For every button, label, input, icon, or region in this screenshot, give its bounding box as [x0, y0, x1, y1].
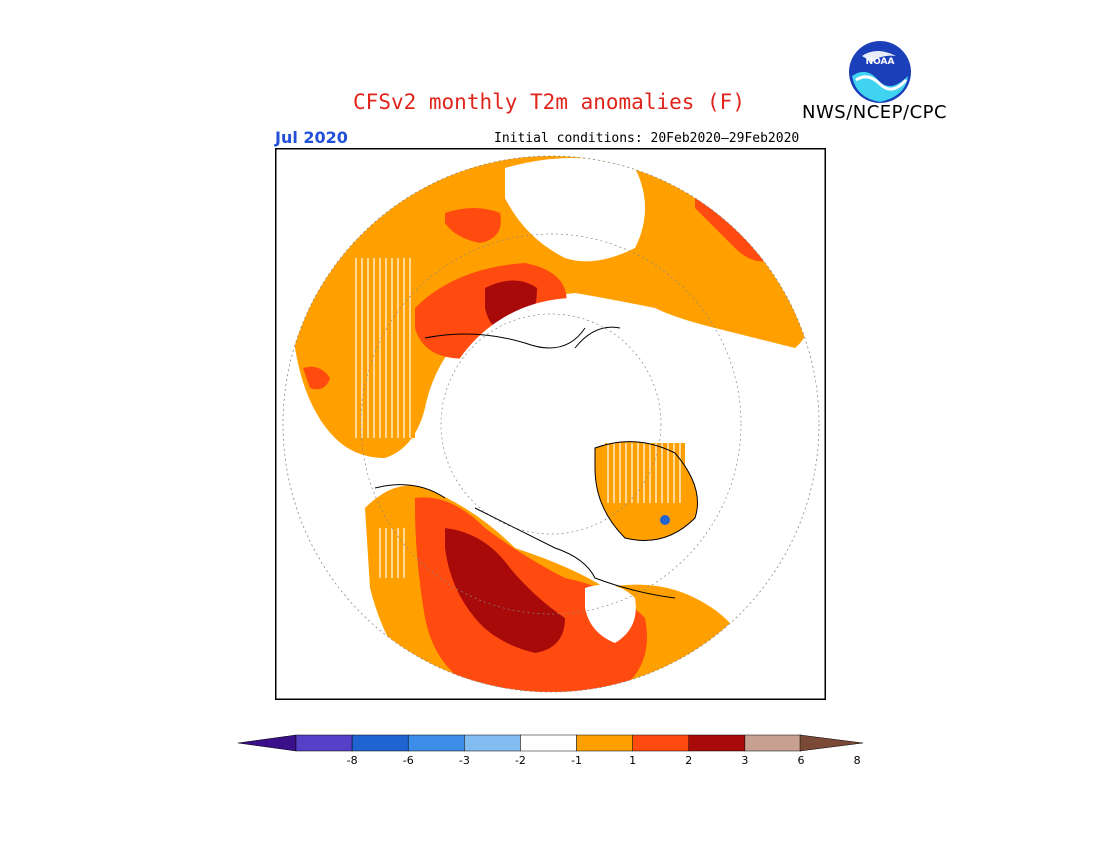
- map-title: CFSv2 monthly T2m anomalies (F): [353, 90, 745, 114]
- forecast-month: Jul 2020: [275, 128, 348, 147]
- legend-swatch: [407, 734, 465, 752]
- legend-tick-label: -8: [346, 754, 358, 767]
- agency-label: NWS/NCEP/CPC: [802, 102, 948, 123]
- coastline-north-america: [374, 484, 676, 599]
- polar-anomaly-map: [275, 148, 826, 700]
- anomaly-region-north-america-darkred: [445, 528, 565, 653]
- map-frame: [275, 148, 826, 700]
- hudson-bay-neutral: [585, 584, 636, 643]
- latitude-circle-75n: [440, 313, 662, 535]
- legend-tick-label: -1: [571, 754, 583, 767]
- legend-arrow-high: [799, 734, 863, 752]
- legend-swatch: [744, 734, 802, 752]
- legend-swatch: [351, 734, 409, 752]
- uncertain-hatch-greenland: [605, 443, 685, 503]
- legend-tick-label: 1: [629, 754, 637, 767]
- legend-tick-label: 2: [685, 754, 693, 767]
- anomaly-region-asia-white: [505, 158, 645, 262]
- latitude-circle-60n: [360, 233, 742, 615]
- legend-swatch: [576, 734, 633, 752]
- legend-swatch: [520, 734, 577, 752]
- legend-tick-label: 6: [797, 754, 805, 767]
- cold-anomaly-spot: [660, 515, 670, 525]
- legend-swatch: [464, 734, 521, 752]
- coastline-siberia: [424, 326, 621, 349]
- initial-conditions: Initial conditions: 20Feb2020–29Feb2020: [494, 131, 800, 146]
- legend-tick-label: -3: [458, 754, 470, 767]
- map-boundary: [282, 155, 820, 693]
- noaa-logo: NOAA: [849, 41, 911, 103]
- legend-swatch: [632, 734, 690, 752]
- legend-swatch: [688, 734, 746, 752]
- uncertain-hatch-europe: [355, 258, 415, 438]
- color-legend: [238, 734, 863, 752]
- legend-swatch: [295, 734, 353, 752]
- legend-tick-label: -2: [514, 754, 526, 767]
- anomaly-region-siberia-red: [445, 208, 501, 243]
- coastline-greenland: [594, 441, 698, 541]
- anomaly-region-asia: [295, 156, 811, 458]
- anomaly-region-europe-red: [303, 366, 330, 390]
- legend-tick-label: 3: [741, 754, 749, 767]
- legend-tick-label: 8: [853, 754, 861, 767]
- legend-tick-label: -6: [402, 754, 414, 767]
- legend-arrow-low: [238, 734, 297, 752]
- noaa-logo-text: NOAA: [866, 57, 895, 67]
- uncertain-hatch-alaska: [375, 528, 405, 578]
